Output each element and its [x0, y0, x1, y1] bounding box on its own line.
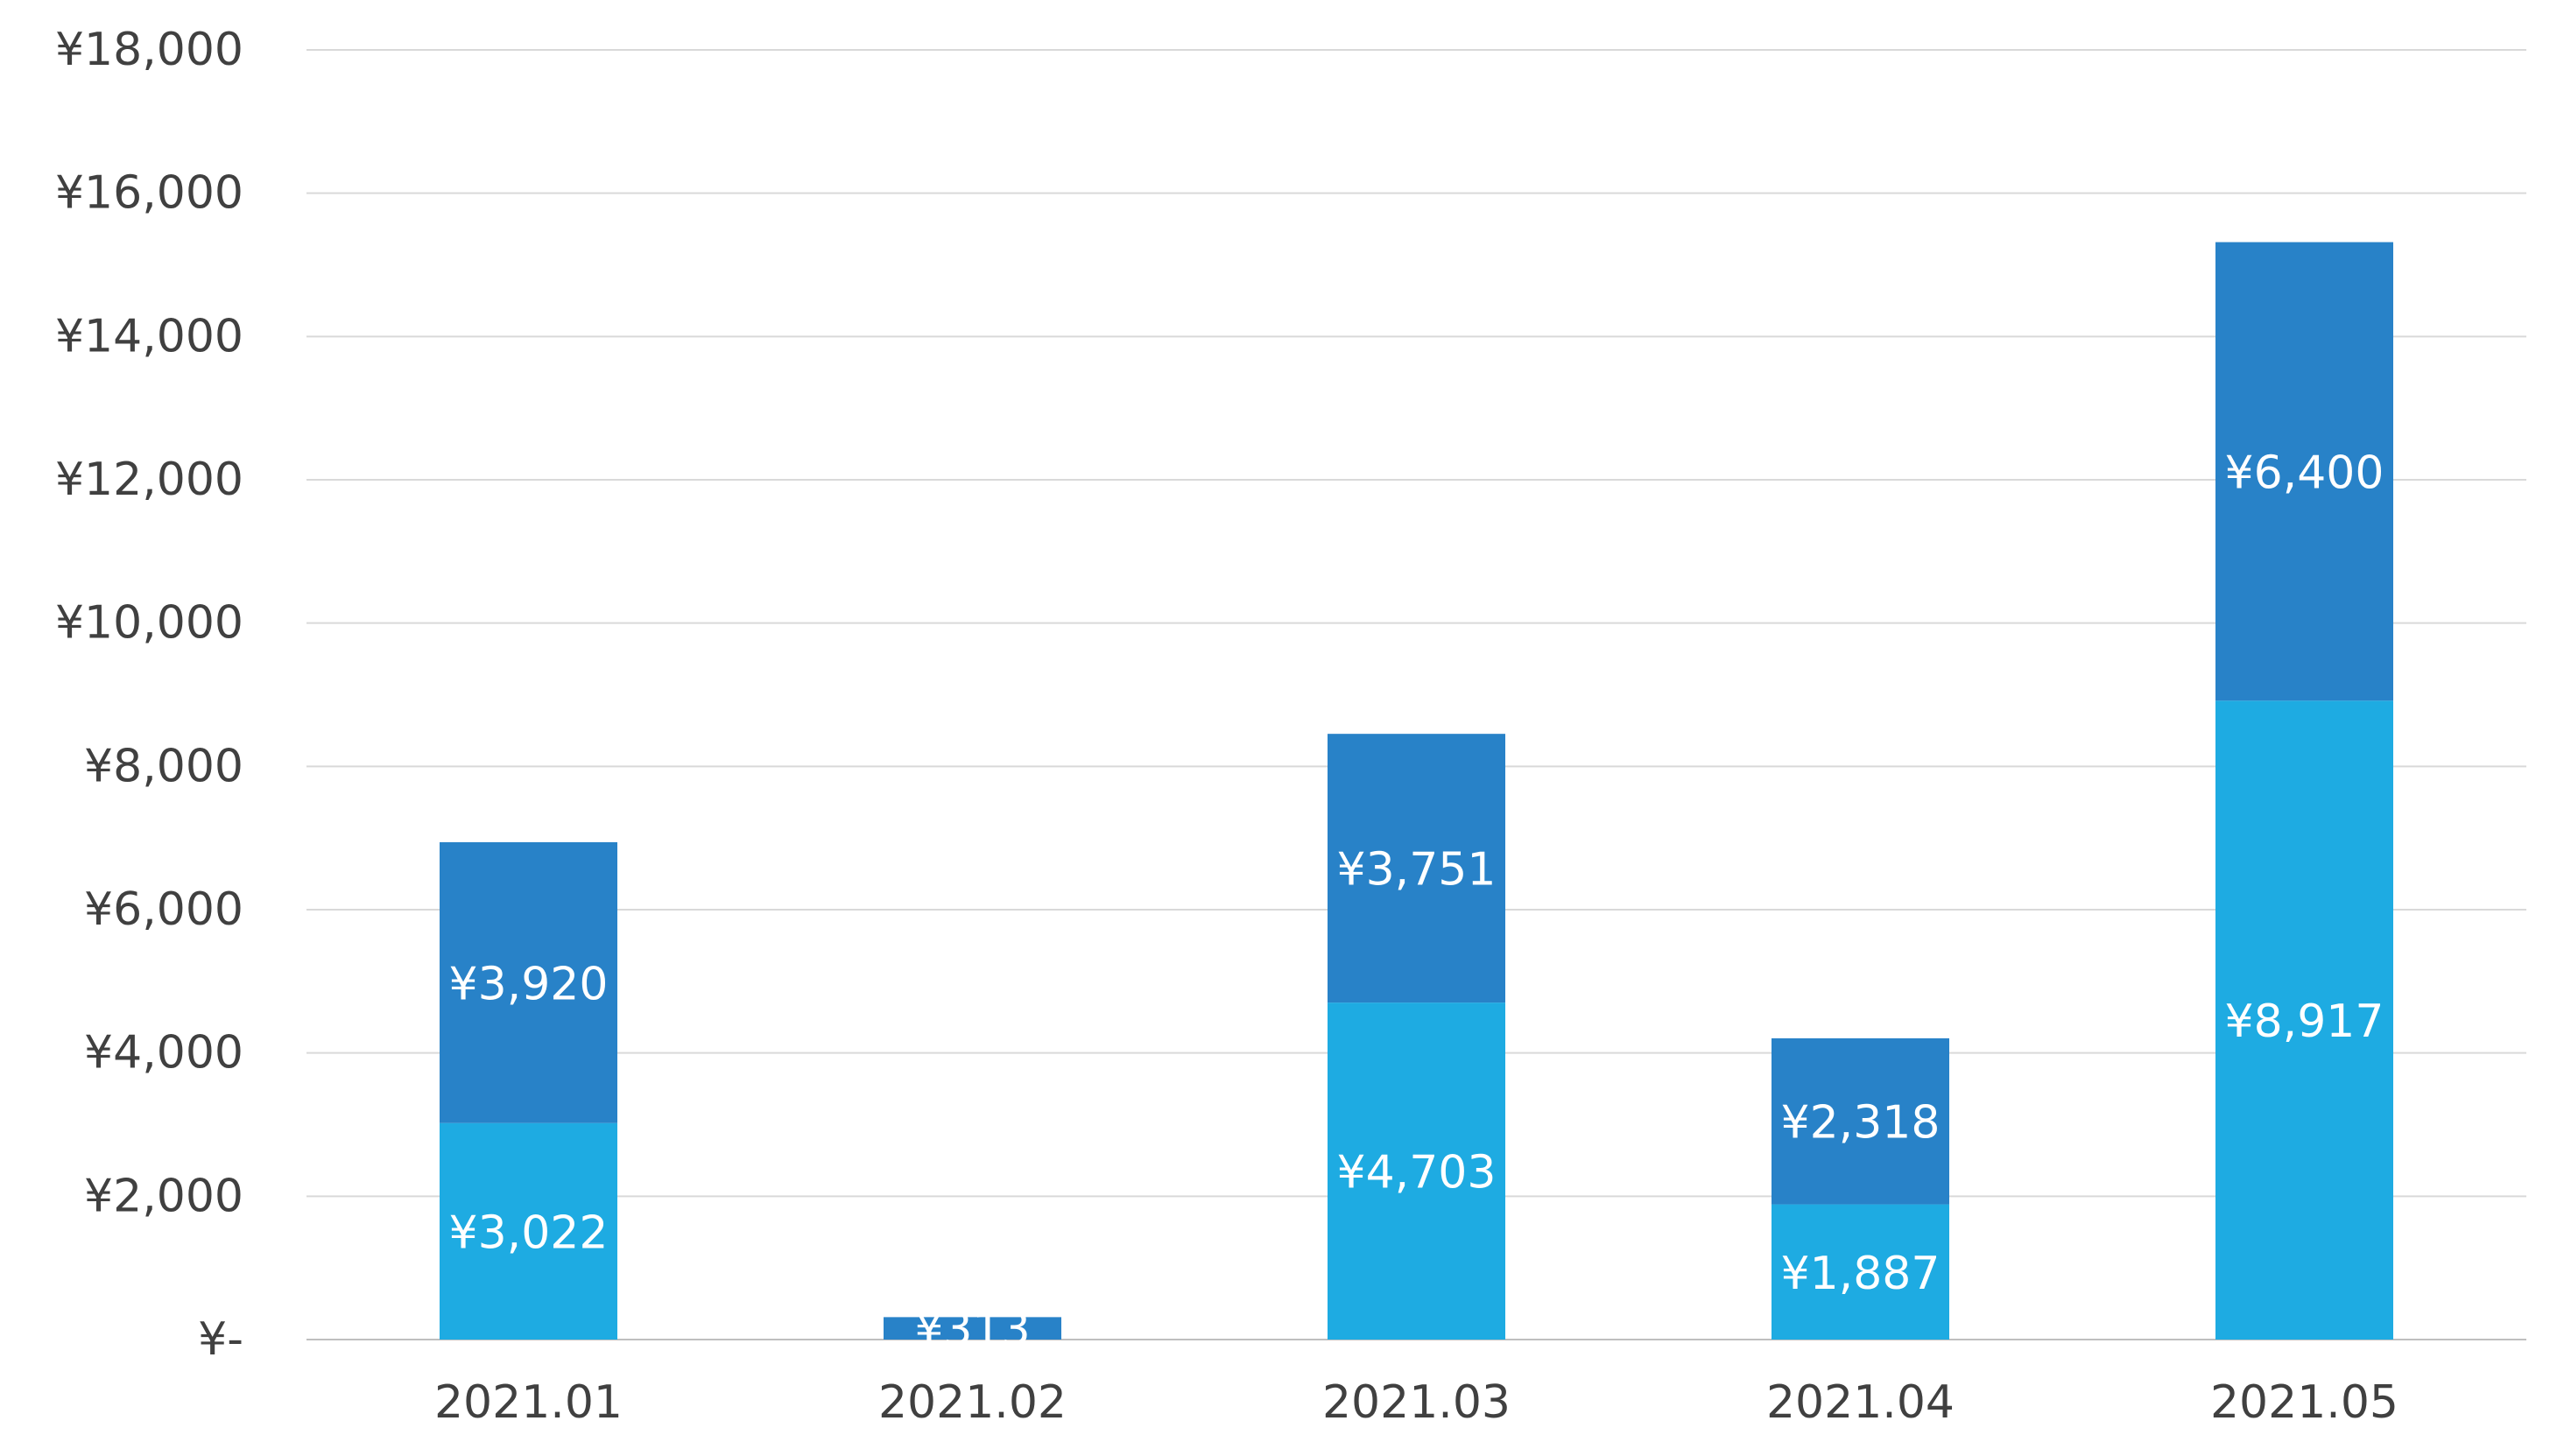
y-tick-label: ¥10,000: [55, 597, 243, 650]
data-label: ¥4,703: [1337, 1147, 1497, 1199]
x-tick-label: 2021.02: [878, 1376, 1067, 1429]
bar-segment: [440, 841, 617, 1123]
x-axis-tick-labels: 2021.01 2021.02 2021.03 2021.04 2021.05: [434, 1376, 2398, 1429]
y-tick-label: ¥18,000: [55, 24, 243, 76]
data-label: ¥3,751: [1337, 844, 1497, 897]
y-tick-label: ¥4,000: [84, 1027, 243, 1080]
data-label: ¥1,887: [1781, 1248, 1941, 1300]
y-tick-label: ¥-: [198, 1313, 243, 1366]
bar-segment: [2215, 700, 2393, 1340]
bar-segment: [1328, 734, 1505, 1003]
x-tick-label: 2021.03: [1322, 1376, 1511, 1429]
data-label: ¥3,920: [449, 958, 609, 1010]
y-tick-label: ¥8,000: [84, 740, 243, 792]
bar-segment: [1328, 1002, 1505, 1340]
y-axis-tick-labels: ¥- ¥2,000 ¥4,000 ¥6,000 ¥8,000 ¥10,000 ¥12,000…: [55, 24, 243, 1366]
y-tick-label: ¥2,000: [84, 1170, 243, 1222]
bar-segment: [1772, 1204, 1949, 1340]
y-tick-label: ¥14,000: [55, 310, 243, 362]
data-label: ¥3,022: [449, 1206, 609, 1259]
bar-segment: [1772, 1037, 1949, 1205]
data-labels: ¥3,022 ¥3,920 ¥313 ¥4,703 ¥3,751 ¥1,887 ¥2,318…: [449, 447, 2384, 1356]
y-tick-label: ¥16,000: [55, 167, 243, 220]
y-tick-label: ¥12,000: [55, 454, 243, 506]
bars: [440, 242, 2393, 1340]
bar-segment: [440, 1122, 617, 1340]
x-tick-label: 2021.05: [2210, 1376, 2398, 1429]
y-tick-label: ¥6,000: [84, 883, 243, 936]
bar-segment: [2215, 242, 2393, 701]
data-label: ¥8,917: [2225, 995, 2384, 1048]
data-label: ¥313: [914, 1304, 1030, 1356]
data-label: ¥2,318: [1781, 1097, 1941, 1150]
x-tick-label: 2021.04: [1766, 1376, 1955, 1429]
bar-segment: [884, 1317, 1061, 1340]
data-label: ¥6,400: [2225, 447, 2384, 499]
x-tick-label: 2021.01: [434, 1376, 623, 1429]
